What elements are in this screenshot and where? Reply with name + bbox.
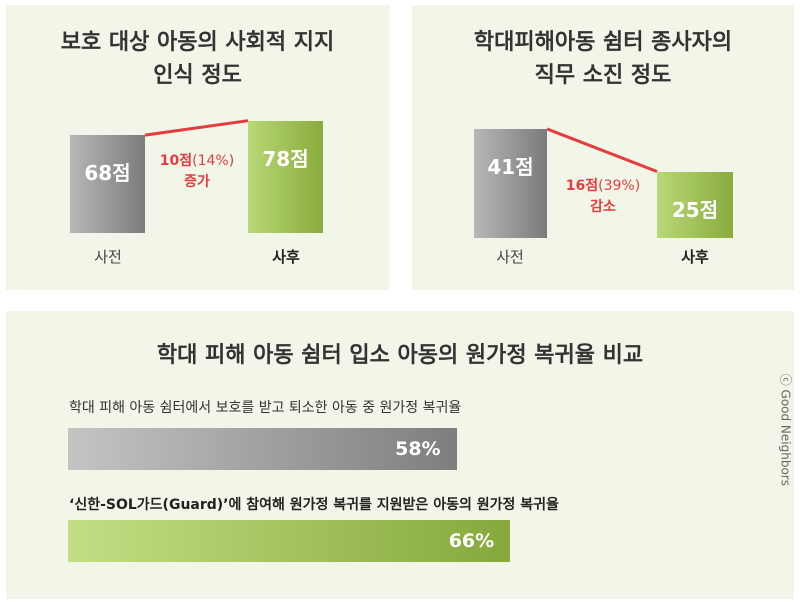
- chart-panel-burnout: 학대피해아동 쉼터 종사자의 직무 소진 정도 41점 25점 16점(39%)…: [412, 5, 794, 290]
- change-line: [546, 127, 658, 173]
- change-main: 10점: [159, 153, 193, 169]
- change-word: 증가: [184, 174, 210, 190]
- bar-before: 41점: [474, 128, 547, 238]
- category-label-after: 사후: [272, 248, 300, 266]
- hbar-shelter: 58%: [68, 428, 457, 470]
- chart-title: 학대 피해 아동 쉼터 입소 아동의 원가정 복귀율 비교: [156, 343, 644, 368]
- bar-value-label: 68점: [84, 161, 131, 186]
- change-line: [144, 119, 249, 137]
- bar-after: 78점: [248, 120, 323, 233]
- chart-panel-return-rate: 학대 피해 아동 쉼터 입소 아동의 원가정 복귀율 비교 학대 피해 아동 쉼…: [6, 311, 794, 599]
- chart-title-line-2: 직무 소진 정도: [534, 63, 672, 88]
- copyright-credit: ⓒ Good Neighbors: [778, 373, 792, 486]
- bar-before: 68점: [70, 135, 145, 233]
- bar-value-label: 41점: [487, 154, 534, 179]
- bar-value-label: 78점: [262, 146, 309, 171]
- chart-title-line-1: 학대피해아동 쉼터 종사자의: [473, 30, 733, 55]
- change-annotation: 16점(39%) 감소: [543, 176, 663, 218]
- hbar-sol-guard: 66%: [68, 520, 511, 562]
- category-label-after: 사후: [681, 248, 709, 266]
- change-annotation: 10점(14%) 증가: [137, 151, 257, 193]
- change-word: 감소: [590, 199, 616, 215]
- change-pct: (14%): [192, 153, 235, 169]
- bar-after: 25점: [657, 171, 733, 238]
- category-label-before: 사전: [496, 248, 524, 266]
- chart-title-line-2: 인식 정도: [153, 63, 242, 88]
- hbar-value-label: 66%: [448, 530, 495, 552]
- hbar-value-label: 58%: [395, 438, 441, 460]
- hbar-category-label: ‘신한-SOL가드(Guard)’에 참여해 원가정 복귀를 지원받은 아동의 …: [69, 497, 559, 513]
- category-label-before: 사전: [94, 248, 122, 266]
- bar-value-label: 25점: [671, 197, 719, 222]
- change-main: 16점: [565, 178, 599, 194]
- chart-panel-social-support: 보호 대상 아동의 사회적 지지 인식 정도 68점 78점 10점(14%) …: [6, 5, 389, 290]
- hbar-category-label: 학대 피해 아동 쉼터에서 보호를 받고 퇴소한 아동 중 원가정 복귀율: [69, 400, 462, 416]
- change-pct: (39%): [598, 178, 641, 194]
- chart-title-line-1: 보호 대상 아동의 사회적 지지: [60, 30, 335, 55]
